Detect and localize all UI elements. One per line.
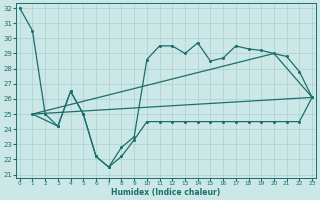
X-axis label: Humidex (Indice chaleur): Humidex (Indice chaleur) (111, 188, 220, 197)
